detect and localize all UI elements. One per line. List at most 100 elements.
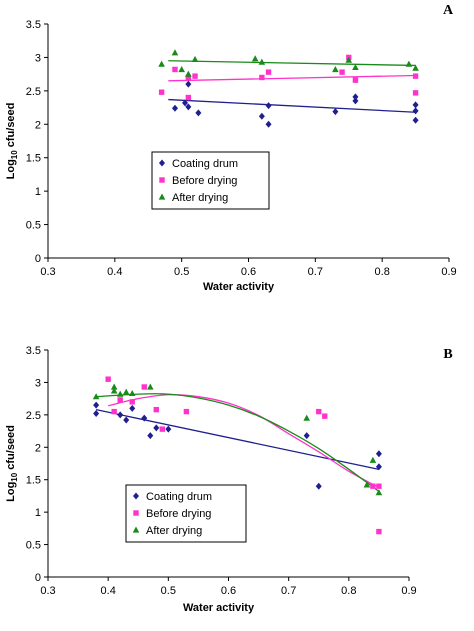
x-tick-label: 0.3 — [40, 585, 55, 597]
trend-line — [168, 74, 416, 82]
data-point — [352, 63, 359, 71]
data-point — [93, 401, 100, 409]
data-point — [183, 408, 190, 415]
x-axis-label: Water activity — [203, 281, 275, 293]
data-point — [316, 408, 322, 415]
y-tick-label: 3.5 — [26, 19, 41, 31]
data-point — [129, 404, 136, 412]
y-tick-label: 1.5 — [26, 153, 41, 165]
data-point — [375, 489, 383, 496]
data-point — [258, 112, 265, 120]
x-tick-label: 0.3 — [40, 266, 55, 278]
data-point — [412, 64, 419, 71]
data-point — [265, 102, 272, 110]
x-tick-label: 0.8 — [375, 266, 390, 278]
y-tick-label: 3.5 — [26, 345, 41, 357]
data-point — [303, 432, 310, 440]
legend-label: Coating drum — [172, 158, 238, 170]
data-point — [259, 74, 265, 81]
data-point — [147, 432, 154, 440]
data-point — [265, 69, 272, 75]
y-tick-label: 0 — [35, 572, 41, 584]
data-point — [412, 73, 419, 79]
data-point — [111, 408, 117, 415]
y-axis-label: Log10 cfu/seed — [5, 425, 19, 502]
data-point — [192, 73, 198, 79]
data-point — [158, 89, 165, 95]
panel-b: 0 0.5 1 1.5 2 2.5 3 3.5 0.3 0.4 0.5 0.6 0.7 0.8 0.9 Wat… — [5, 345, 453, 614]
data-point — [93, 410, 100, 418]
data-point — [195, 109, 202, 117]
data-point — [352, 77, 359, 83]
legend: Coating drum Before drying After drying — [125, 484, 247, 543]
x-tick-label: 0.6 — [241, 266, 256, 278]
x-tick-label: 0.4 — [107, 266, 122, 278]
data-point — [412, 107, 419, 115]
data-point — [369, 456, 377, 463]
data-point — [171, 104, 178, 112]
legend: Coating drum Before drying After drying — [151, 151, 270, 210]
x-tick-label: 0.7 — [308, 266, 323, 278]
legend-label: After drying — [146, 525, 202, 537]
y-tick-label: 1 — [35, 507, 41, 519]
y-tick-label: 2 — [35, 442, 41, 454]
data-point — [185, 80, 192, 88]
data-point — [322, 413, 328, 419]
panel-a: 0 0.5 1 1.5 2 2.5 3 3.5 0.3 0.4 0.5 0.6 0.7 0.8 0.9 Wat… — [5, 3, 457, 293]
panel-letter: B — [443, 347, 452, 362]
data-point — [376, 528, 382, 535]
y-tick-label: 3 — [35, 52, 41, 64]
data-point — [339, 69, 345, 75]
data-point — [370, 483, 376, 489]
y-tick-label: 0.5 — [26, 540, 41, 552]
legend-label: Coating drum — [146, 491, 212, 503]
data-point — [146, 383, 154, 390]
trend-curve — [108, 394, 380, 489]
data-point — [258, 58, 266, 65]
x-tick-label: 0.7 — [281, 585, 296, 597]
legend-marker — [132, 526, 140, 533]
y-tick-label: 2.5 — [26, 410, 41, 422]
data-point — [405, 60, 413, 67]
x-tick-label: 0.9 — [441, 266, 456, 278]
data-point — [345, 56, 353, 63]
data-point — [332, 108, 339, 116]
data-point — [141, 414, 148, 422]
x-tick-label: 0.4 — [101, 585, 116, 597]
data-point — [185, 94, 192, 101]
data-point — [117, 397, 123, 403]
x-tick-label: 0.9 — [401, 585, 416, 597]
data-point — [117, 411, 124, 419]
trend-line — [168, 60, 416, 67]
data-point — [159, 426, 166, 432]
legend-marker — [133, 492, 139, 500]
legend-marker — [159, 159, 165, 167]
data-point — [363, 481, 371, 488]
data-point — [122, 388, 130, 395]
data-point — [178, 65, 185, 73]
data-point — [185, 103, 192, 111]
data-point — [352, 97, 359, 105]
data-point — [265, 120, 272, 128]
data-point — [332, 65, 339, 73]
y-axis-label: Log10 cfu/seed — [5, 103, 19, 180]
data-point — [182, 99, 189, 107]
y-tick-label: 1.5 — [26, 475, 41, 487]
legend-marker — [158, 193, 166, 200]
data-point — [123, 416, 130, 424]
x-tick-label: 0.5 — [161, 585, 176, 597]
legend-label: After drying — [172, 192, 228, 204]
data-point — [105, 376, 111, 382]
trend-curve — [96, 393, 380, 492]
y-tick-label: 0.5 — [26, 220, 41, 232]
legend-marker — [133, 510, 139, 516]
x-tick-label: 0.6 — [221, 585, 236, 597]
data-point — [191, 55, 199, 63]
y-tick-label: 0 — [35, 253, 41, 265]
legend-box — [151, 151, 270, 210]
panel-letter: A — [443, 3, 454, 18]
data-point — [172, 66, 178, 73]
data-point — [352, 93, 359, 101]
data-point — [153, 406, 159, 413]
